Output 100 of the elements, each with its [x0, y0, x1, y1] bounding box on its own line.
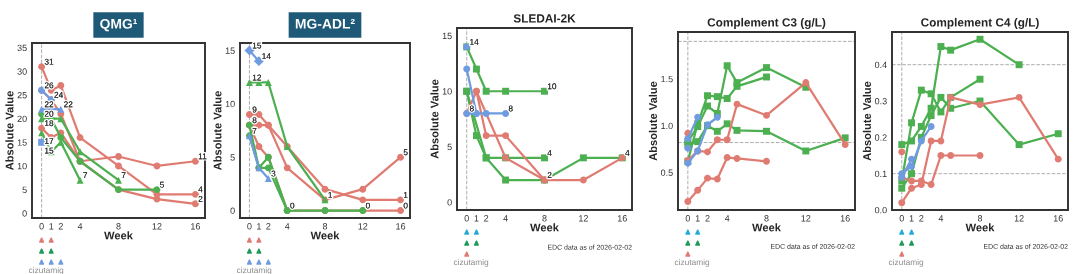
data-label: 2 — [198, 195, 203, 202]
data-label: 5 — [403, 149, 408, 156]
x-tick-label: 1 — [257, 223, 261, 230]
x-tick-label: 8 — [116, 223, 121, 230]
text: cizutamig — [453, 259, 489, 267]
y-tick-label: 15 — [442, 32, 452, 40]
x-tick-label: 1 — [49, 223, 54, 230]
x-tick-label: 16 — [396, 223, 406, 230]
chart-title: Complement C4 (g/L) — [921, 17, 1039, 29]
data-label: 0 — [403, 202, 408, 209]
y-tick-label: 0 — [230, 207, 235, 214]
data-label: 24 — [54, 91, 64, 98]
data-label: 2 — [547, 172, 552, 178]
y-tick-label: 0.3 — [874, 97, 887, 105]
data-label: 22 — [44, 101, 54, 108]
data-label: 12 — [252, 74, 262, 81]
x-tick-label: 2 — [919, 215, 924, 222]
data-label: 4 — [547, 150, 552, 156]
y-tick-label: 0.4 — [874, 61, 887, 69]
data-label: 4 — [625, 150, 630, 156]
y-axis-title: Absolute Value — [648, 81, 658, 161]
x-tick-label: 4 — [77, 223, 83, 230]
x-tick-label: 2 — [705, 215, 710, 222]
chart-title: QMG¹ — [100, 18, 137, 32]
chart-title: SLEDAI-2K — [513, 14, 576, 23]
x-axis-title: Week — [530, 223, 559, 232]
y-tick-label: 5 — [22, 186, 27, 193]
x-tick-label: 0 — [39, 223, 44, 230]
data-label: 8 — [469, 105, 474, 112]
y-tick-label: 10 — [17, 162, 27, 170]
data-label: 20 — [44, 110, 54, 117]
data-label: 0 — [290, 202, 295, 209]
y-tick-label: 0 — [22, 210, 27, 217]
y-tick-label: 15 — [225, 47, 235, 54]
data-label: 31 — [44, 58, 54, 65]
x-tick-label: 2 — [266, 223, 271, 230]
x-axis-title: Week — [310, 231, 340, 240]
y-tick-label: 0.5 — [660, 169, 673, 176]
chart-title: Complement C3 (g/L) — [707, 17, 826, 29]
x-tick-label: 4 — [284, 223, 290, 230]
y-tick-label: 1.0 — [661, 122, 673, 130]
data-label: 0 — [365, 202, 370, 209]
data-label: 10 — [547, 83, 557, 90]
y-axis-title: Absolute Value — [5, 91, 14, 171]
data-label: 15 — [45, 147, 54, 154]
y-tick-label: 5 — [230, 154, 235, 161]
x-tick-label: 12 — [152, 223, 162, 230]
x-tick-label: 16 — [191, 223, 201, 230]
x-tick-label: 1 — [474, 215, 479, 222]
data-label: 7 — [83, 172, 88, 179]
y-tick-label: 0.0 — [874, 206, 887, 214]
text: cizutamig — [888, 259, 924, 267]
x-tick-label: 8 — [977, 215, 983, 222]
y-tick-label: 5 — [447, 143, 452, 151]
chart-title: MG-ADL² — [295, 18, 355, 29]
y-tick-label: 20 — [17, 115, 27, 123]
y-tick-label: 1.5 — [661, 75, 673, 83]
text: cizutamig — [236, 267, 272, 274]
x-axis-title: Week — [965, 223, 995, 232]
y-axis-title: Absolute Value — [213, 91, 222, 171]
text: cizutamig — [674, 259, 710, 267]
x-tick-label: 8 — [542, 215, 547, 222]
x-tick-label: 2 — [58, 223, 63, 230]
data-label: 8 — [508, 105, 513, 112]
y-tick-label: 0.1 — [874, 170, 887, 178]
data-label: 1 — [328, 192, 333, 198]
x-tick-label: 8 — [764, 215, 769, 222]
data-label: 4 — [198, 186, 203, 193]
y-tick-label: 10 — [442, 88, 452, 95]
y-tick-label: 0 — [447, 199, 452, 206]
data-label: 9 — [252, 106, 257, 113]
data-label: 8 — [252, 117, 257, 124]
x-tick-label: 16 — [617, 215, 627, 222]
x-tick-label: 2 — [484, 215, 489, 222]
data-label: 1 — [403, 192, 408, 198]
x-tick-label: 4 — [503, 215, 508, 222]
x-axis-title: Week — [104, 231, 133, 240]
y-tick-label: 15 — [17, 139, 27, 146]
x-tick-label: 12 — [358, 223, 368, 230]
x-tick-label: 12 — [801, 215, 811, 222]
x-tick-label: 0 — [464, 215, 469, 222]
x-tick-label: 4 — [724, 215, 730, 222]
y-axis-title: Absolute Value — [430, 79, 439, 159]
data-label: 15 — [252, 42, 262, 49]
data-label: 14 — [262, 53, 271, 60]
data-label: 7 — [252, 128, 257, 134]
x-tick-label: 1 — [909, 215, 914, 222]
y-axis-title: Absolute Value — [862, 81, 872, 161]
x-tick-label: 12 — [1014, 215, 1024, 222]
x-tick-label: 0 — [247, 223, 252, 230]
x-tick-label: 16 — [1053, 215, 1063, 222]
x-tick-label: 8 — [322, 223, 328, 230]
y-tick-label: 0.2 — [874, 134, 887, 141]
data-label: 14 — [470, 39, 479, 45]
x-tick-label: 1 — [695, 215, 700, 222]
x-tick-label: 0 — [899, 215, 904, 222]
text: cizutamig — [28, 267, 64, 274]
data-label: 7 — [121, 172, 126, 179]
x-tick-label: 16 — [840, 215, 850, 222]
data-label: 5 — [160, 181, 165, 188]
